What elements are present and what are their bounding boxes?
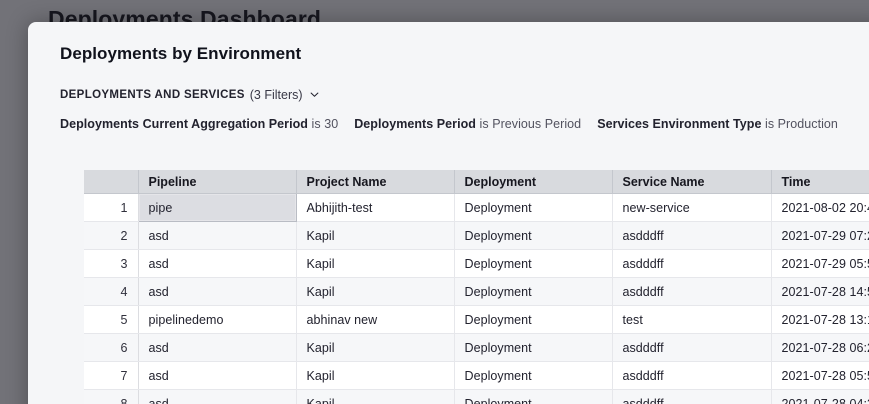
column-header-deployment[interactable]: Deployment (454, 170, 613, 194)
cell-service-name[interactable]: test (612, 305, 772, 334)
cell-time[interactable]: 2021-07-28 04:34:45 (771, 389, 869, 404)
cell-pipeline[interactable]: asd (138, 389, 297, 404)
cell-time[interactable]: 2021-07-29 07:27:44 (771, 221, 869, 250)
table-header-row: Pipeline Project Name Deployment Service… (84, 170, 869, 194)
column-header-service-name[interactable]: Service Name (612, 170, 772, 194)
cell-deployment[interactable]: Deployment (454, 249, 613, 278)
cell-deployment[interactable]: Deployment (454, 277, 613, 306)
filters-group-label: DEPLOYMENTS AND SERVICES (60, 89, 245, 101)
filter-value: Previous Period (492, 117, 582, 131)
cell-project-name[interactable]: Kapil (296, 277, 455, 306)
table-row[interactable]: 7 asd Kapil Deployment asdddff 2021-07-2… (84, 361, 869, 390)
cell-index: 5 (84, 305, 139, 334)
filter-operator: is (765, 117, 775, 131)
filter-value: Production (777, 117, 838, 131)
cell-service-name[interactable]: asdddff (612, 249, 772, 278)
cell-pipeline[interactable]: pipe (137, 193, 297, 222)
cell-pipeline[interactable]: asd (138, 249, 297, 278)
table-row[interactable]: 6 asd Kapil Deployment asdddff 2021-07-2… (84, 333, 869, 362)
cell-time[interactable]: 2021-07-28 06:24:00 (771, 333, 869, 362)
table-row[interactable]: 8 asd Kapil Deployment asdddff 2021-07-2… (84, 389, 869, 404)
cell-pipeline[interactable]: asd (138, 277, 297, 306)
table-row[interactable]: 5 pipelinedemo abhinav new Deployment te… (84, 305, 869, 334)
cell-pipeline[interactable]: pipelinedemo (138, 305, 297, 334)
cell-pipeline[interactable]: asd (138, 221, 297, 250)
cell-service-name[interactable]: asdddff (612, 361, 772, 390)
deployments-table-scroll-area[interactable]: Pipeline Project Name Deployment Service… (84, 170, 869, 404)
filter-value: 30 (324, 117, 339, 131)
cell-project-name[interactable]: Kapil (296, 361, 455, 390)
cell-service-name[interactable]: asdddff (612, 221, 772, 250)
cell-time[interactable]: 2021-07-28 13:10:46 (771, 305, 869, 334)
cell-service-name[interactable]: asdddff (612, 389, 772, 404)
cell-index: 2 (84, 221, 139, 250)
deployments-by-environment-modal: Deployments by Environment DEPLOYMENTS A… (28, 22, 869, 404)
cell-time[interactable]: 2021-07-29 05:51:45 (771, 249, 869, 278)
filters-count-label: (3 Filters) (249, 88, 303, 102)
cell-deployment[interactable]: Deployment (454, 389, 613, 404)
cell-project-name[interactable]: Kapil (296, 221, 455, 250)
column-header-pipeline[interactable]: Pipeline (138, 170, 297, 194)
cell-index: 4 (84, 277, 139, 306)
filter-operator: is (311, 117, 321, 131)
table-row[interactable]: 4 asd Kapil Deployment asdddff 2021-07-2… (84, 277, 869, 306)
cell-pipeline[interactable]: asd (138, 361, 297, 390)
table-header: Pipeline Project Name Deployment Service… (84, 170, 869, 194)
cell-index: 6 (84, 333, 139, 362)
filter-chip[interactable]: Deployments Current Aggregation Period i… (60, 117, 338, 131)
cell-time[interactable]: 2021-07-28 05:51:28 (771, 361, 869, 390)
filter-field: Deployments Period (354, 117, 476, 131)
cell-project-name[interactable]: Kapil (296, 333, 455, 362)
table-body: 1 pipe Abhijith-test Deployment new-serv… (84, 193, 869, 404)
chevron-down-icon (310, 90, 319, 99)
cell-index: 1 (84, 193, 139, 222)
column-header-time[interactable]: Time (771, 170, 869, 194)
cell-deployment[interactable]: Deployment (454, 333, 613, 362)
column-header-index[interactable] (84, 170, 139, 194)
filter-field: Deployments Current Aggregation Period (60, 117, 308, 131)
filter-field: Services Environment Type (597, 117, 762, 131)
cell-project-name[interactable]: Kapil (296, 389, 455, 404)
cell-deployment[interactable]: Deployment (454, 221, 613, 250)
filter-operator: is (479, 117, 489, 131)
column-header-project-name[interactable]: Project Name (296, 170, 455, 194)
deployments-table: Pipeline Project Name Deployment Service… (84, 170, 869, 404)
filter-chip[interactable]: Deployments Period is Previous Period (354, 117, 581, 131)
cell-index: 3 (84, 249, 139, 278)
cell-index: 7 (84, 361, 139, 390)
modal-title: Deployments by Environment (60, 44, 302, 63)
cell-project-name[interactable]: Kapil (296, 249, 455, 278)
cell-deployment[interactable]: Deployment (454, 361, 613, 390)
cell-time[interactable]: 2021-07-28 14:51:23 (771, 277, 869, 306)
cell-deployment[interactable]: Deployment (454, 193, 613, 222)
filter-chip[interactable]: Services Environment Type is Production (597, 117, 838, 131)
cell-index: 8 (84, 389, 139, 404)
table-row[interactable]: 2 asd Kapil Deployment asdddff 2021-07-2… (84, 221, 869, 250)
table-row[interactable]: 1 pipe Abhijith-test Deployment new-serv… (84, 193, 869, 222)
cell-deployment[interactable]: Deployment (454, 305, 613, 334)
table-row[interactable]: 3 asd Kapil Deployment asdddff 2021-07-2… (84, 249, 869, 278)
cell-service-name[interactable]: new-service (612, 193, 772, 222)
filters-header-toggle[interactable]: DEPLOYMENTS AND SERVICES (3 Filters) (60, 88, 319, 102)
cell-service-name[interactable]: asdddff (612, 277, 772, 306)
cell-pipeline[interactable]: asd (138, 333, 297, 362)
cell-project-name[interactable]: Abhijith-test (296, 193, 455, 222)
cell-service-name[interactable]: asdddff (612, 333, 772, 362)
cell-project-name[interactable]: abhinav new (296, 305, 455, 334)
applied-filters-list: Deployments Current Aggregation Period i… (60, 117, 838, 131)
cell-time[interactable]: 2021-08-02 20:41:18 (771, 193, 869, 222)
